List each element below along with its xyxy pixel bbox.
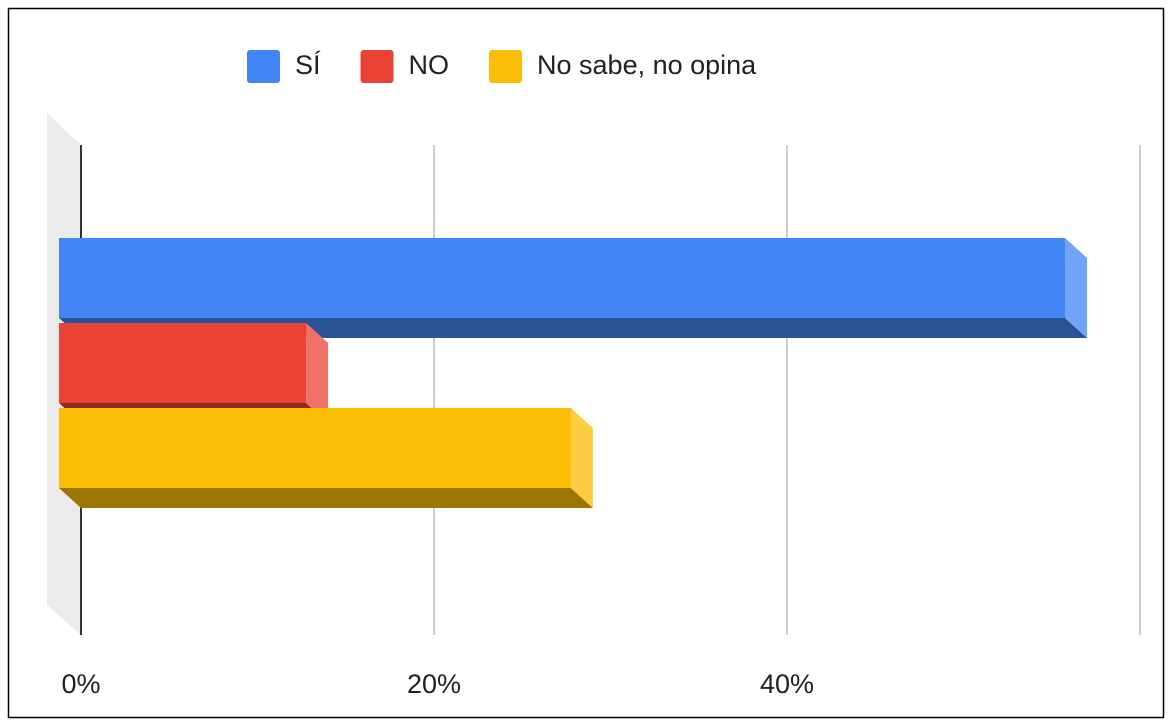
legend-swatch bbox=[247, 50, 280, 83]
bar-side bbox=[1065, 238, 1088, 338]
legend-label: SÍ bbox=[295, 50, 321, 80]
bar bbox=[59, 238, 1066, 318]
legend-label: NO bbox=[409, 50, 450, 80]
x-tick-label: 20% bbox=[407, 669, 461, 699]
x-tick-label: 0% bbox=[61, 669, 100, 699]
legend-swatch bbox=[360, 50, 394, 83]
bar-side bbox=[570, 408, 593, 508]
x-tick-label: 40% bbox=[760, 669, 814, 699]
legend-label: No sabe, no opina bbox=[537, 50, 757, 80]
bar-side bbox=[306, 323, 329, 423]
bar bbox=[59, 323, 307, 403]
bar-bottom bbox=[59, 488, 593, 508]
bar bbox=[59, 408, 571, 488]
legend-swatch bbox=[489, 50, 523, 83]
